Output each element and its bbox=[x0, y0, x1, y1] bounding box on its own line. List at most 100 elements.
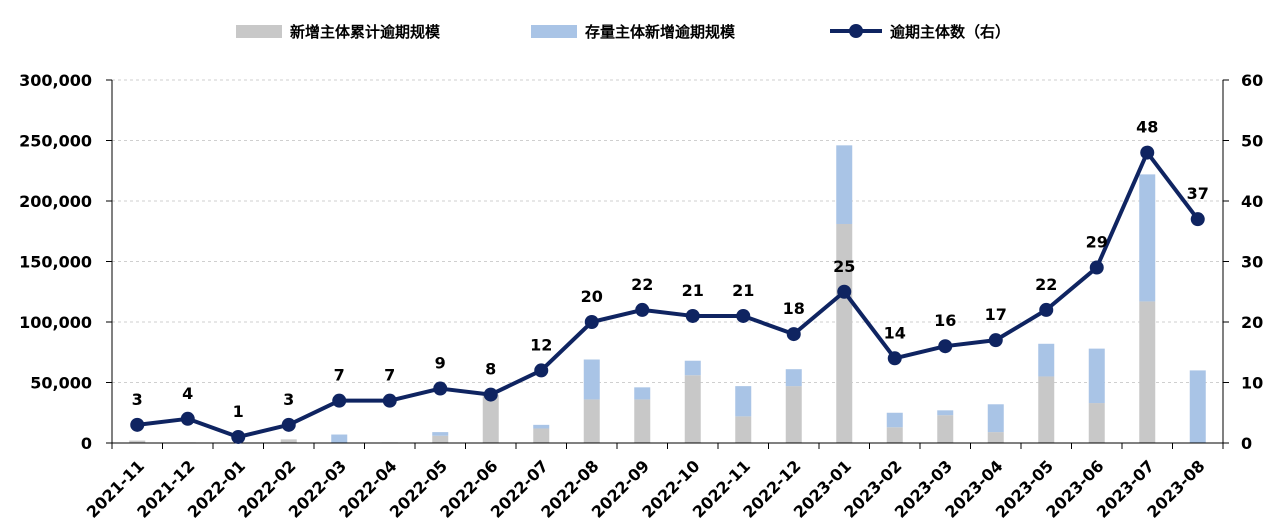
bar-segment-new-entity bbox=[129, 440, 146, 443]
legend-swatch-bar2 bbox=[531, 24, 577, 38]
y-left-tick-label: 150,000 bbox=[19, 253, 92, 272]
line-point bbox=[1190, 212, 1205, 227]
y-left-tick-label: 200,000 bbox=[19, 192, 92, 211]
line-layer bbox=[130, 145, 1205, 444]
bar-segment-new-entity bbox=[482, 394, 499, 443]
grid-layer bbox=[112, 79, 1223, 383]
bar-segment-existing-entity bbox=[937, 410, 954, 416]
y-left-tick-label: 300,000 bbox=[19, 71, 92, 90]
line-point bbox=[1089, 260, 1104, 275]
line-data-label: 37 bbox=[1187, 184, 1209, 203]
bar-segment-existing-entity bbox=[583, 359, 600, 400]
line-data-label: 3 bbox=[283, 390, 294, 409]
y-left-tick-label: 50,000 bbox=[30, 374, 92, 393]
line-point bbox=[635, 302, 650, 317]
bar-segment-new-entity bbox=[785, 386, 802, 443]
bar-segment-existing-entity bbox=[1139, 174, 1156, 302]
bar-segment-new-entity bbox=[1139, 301, 1156, 443]
line-point bbox=[685, 308, 700, 323]
bar-segment-new-entity bbox=[684, 375, 701, 443]
bar-segment-existing-entity bbox=[331, 434, 348, 443]
line-data-label: 8 bbox=[485, 360, 496, 379]
line-data-label: 7 bbox=[334, 366, 345, 385]
bar-segment-new-entity bbox=[533, 428, 550, 443]
bar-segment-new-entity bbox=[987, 432, 1004, 443]
legend-label-bar1: 新增主体累计逾期规模 bbox=[290, 22, 441, 41]
line-data-label: 22 bbox=[1035, 275, 1057, 294]
bar-segment-existing-entity bbox=[785, 369, 802, 387]
y-right-tick-label: 60 bbox=[1241, 71, 1263, 90]
line-data-label: 22 bbox=[631, 275, 653, 294]
bar-segment-existing-entity bbox=[684, 360, 701, 376]
line-point bbox=[988, 333, 1003, 348]
y-right-tick-label: 50 bbox=[1241, 132, 1263, 151]
line-data-label: 29 bbox=[1086, 233, 1108, 252]
bar-segment-existing-entity bbox=[1189, 370, 1206, 443]
legend-item-bar1: 新增主体累计逾期规模 bbox=[236, 16, 440, 46]
legend-label-line: 逾期主体数（右） bbox=[890, 22, 1011, 41]
bar-segment-existing-entity bbox=[432, 432, 449, 436]
line-point bbox=[1140, 145, 1155, 160]
line-data-label: 17 bbox=[985, 305, 1007, 324]
line-point bbox=[938, 339, 953, 354]
y-left-tick-label: 100,000 bbox=[19, 313, 92, 332]
line-point bbox=[483, 387, 498, 402]
y-right-tick-label: 10 bbox=[1241, 374, 1263, 393]
line-point bbox=[584, 315, 599, 329]
line-data-label: 25 bbox=[833, 257, 855, 276]
line-point bbox=[382, 393, 397, 408]
line-data-label: 16 bbox=[934, 311, 956, 330]
line-point bbox=[332, 393, 347, 408]
y-left-tick-label: 250,000 bbox=[19, 132, 92, 151]
line-data-label: 20 bbox=[581, 287, 603, 306]
line-data-label: 12 bbox=[530, 335, 552, 354]
bar-segment-existing-entity bbox=[1038, 343, 1055, 377]
bar-segment-new-entity bbox=[886, 427, 903, 443]
line-point bbox=[231, 429, 246, 444]
legend: 新增主体累计逾期规模 存量主体新增逾期规模 逾期主体数（右） bbox=[0, 16, 1284, 46]
bar-segment-existing-entity bbox=[735, 386, 752, 417]
bar-segment-new-entity bbox=[937, 415, 954, 443]
legend-item-line: 逾期主体数（右） bbox=[830, 16, 1010, 46]
line-point bbox=[1039, 302, 1054, 317]
bar-segment-new-entity bbox=[432, 435, 449, 443]
line-data-label: 3 bbox=[132, 390, 143, 409]
line-point bbox=[534, 363, 549, 378]
bar-segment-existing-entity bbox=[836, 145, 853, 224]
bar-segment-existing-entity bbox=[533, 424, 550, 429]
y-right-tick-label: 0 bbox=[1241, 434, 1252, 453]
legend-swatch-line bbox=[830, 24, 882, 38]
line-point bbox=[281, 417, 296, 432]
line-data-label: 7 bbox=[384, 366, 395, 385]
line-point bbox=[180, 411, 195, 426]
bar-segment-new-entity bbox=[280, 439, 297, 443]
bar-segment-existing-entity bbox=[1088, 348, 1105, 404]
legend-swatch-bar1 bbox=[236, 24, 282, 38]
bar-layer bbox=[129, 145, 1206, 443]
line-point bbox=[887, 351, 902, 366]
line-data-label: 48 bbox=[1136, 118, 1158, 137]
line-data-label: 21 bbox=[732, 281, 754, 300]
legend-label-bar2: 存量主体新增逾期规模 bbox=[585, 22, 736, 41]
y-right-tick-label: 40 bbox=[1241, 192, 1263, 211]
line-point bbox=[736, 308, 751, 323]
line-data-label: 1 bbox=[233, 402, 244, 421]
bar-segment-new-entity bbox=[836, 223, 853, 443]
line-data-label: 18 bbox=[783, 299, 805, 318]
y-right-tick-label: 30 bbox=[1241, 253, 1263, 272]
bar-segment-existing-entity bbox=[634, 387, 651, 400]
line-point bbox=[433, 381, 448, 396]
line-point bbox=[130, 417, 145, 432]
y-left-tick-label: 0 bbox=[81, 434, 92, 453]
line-point bbox=[786, 327, 801, 342]
bar-segment-existing-entity bbox=[987, 404, 1004, 433]
bar-segment-new-entity bbox=[1088, 403, 1105, 443]
line-data-label: 9 bbox=[435, 354, 446, 373]
line-data-label: 14 bbox=[884, 323, 906, 342]
y-right-tick-label: 20 bbox=[1241, 313, 1263, 332]
bar-segment-new-entity bbox=[1038, 376, 1055, 443]
bar-segment-new-entity bbox=[735, 416, 752, 443]
